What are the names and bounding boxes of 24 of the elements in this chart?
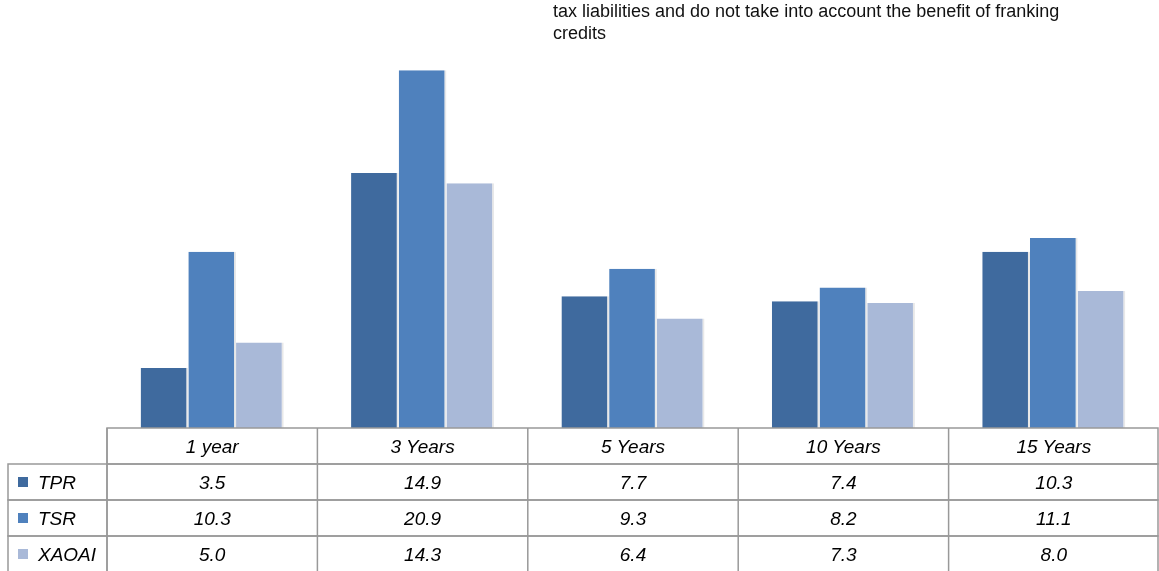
data-label: 9.3 [619, 508, 647, 530]
data-label: 8.2 [830, 508, 858, 530]
data-label: 14.3 [404, 544, 442, 566]
data-label: 5.0 [198, 544, 226, 566]
data-label: 10.3 [1035, 472, 1073, 494]
legend-label: TSR [38, 508, 77, 530]
x-tick-label: 10 Years [806, 436, 882, 458]
x-tick-label: 1 year [185, 436, 240, 458]
data-label: 10.3 [193, 508, 232, 530]
data-label: 7.4 [830, 472, 857, 494]
text: tax liabilities and do not take into account the benefit of franking credits [553, 0, 1061, 44]
data-label: 20.9 [403, 508, 442, 530]
data-label: 11.1 [1036, 508, 1072, 530]
legend-label: XAOAI [37, 544, 97, 566]
data-label: 7.3 [830, 544, 858, 566]
data-label: 3.5 [198, 472, 226, 494]
x-tick-label: 3 Years [390, 436, 456, 458]
data-label: 7.7 [619, 472, 648, 494]
data-label: 14.9 [404, 472, 442, 494]
x-tick-label: 15 Years [1016, 436, 1092, 458]
data-label: 8.0 [1040, 544, 1068, 566]
data-label: 6.4 [619, 544, 647, 566]
x-tick-label: 5 Years [600, 436, 666, 458]
legend-label: TPR [38, 472, 77, 494]
